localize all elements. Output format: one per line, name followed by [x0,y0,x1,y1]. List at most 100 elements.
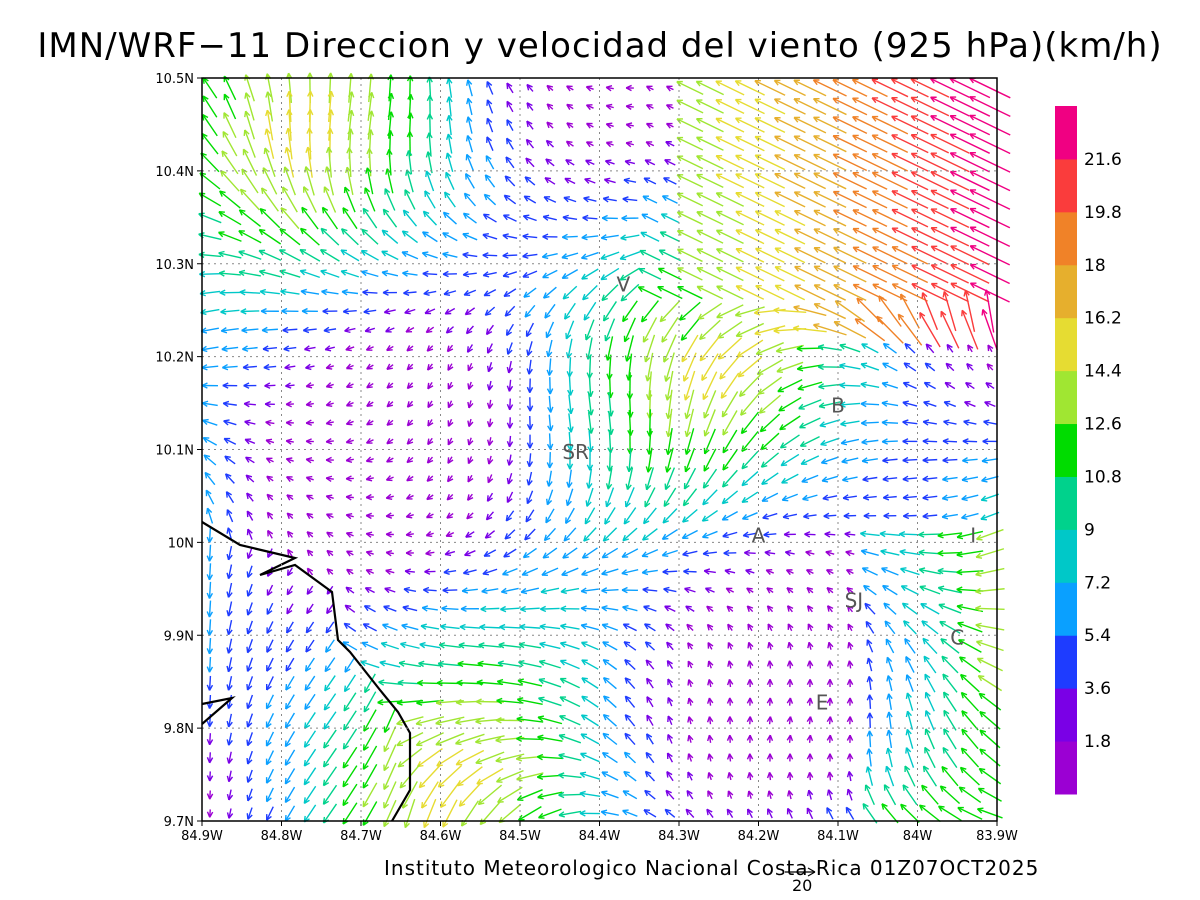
wind-arrow [845,806,855,820]
wind-arrow [522,547,537,559]
wind-arrow [793,305,827,317]
wind-arrow [325,419,334,426]
wind-arrow [727,790,734,799]
lat-tick-label: 10.4N [155,165,194,180]
wind-arrow [882,342,897,354]
colorbar-label: 18 [1084,256,1106,276]
wind-arrow [861,343,879,354]
wind-arrow [263,363,277,371]
wind-arrow [940,310,960,349]
wind-arrow [443,568,457,575]
wind-arrow [774,135,806,152]
wind-arrow [644,334,656,363]
wind-arrow [602,527,618,542]
scale-arrow [785,867,816,877]
wind-arrow [746,697,754,706]
wind-arrow [862,494,877,501]
city-label: A [752,523,766,547]
wind-arrow [447,418,454,427]
wind-arrow [465,153,474,171]
wind-arrow [579,810,601,817]
wind-arrow [746,771,754,781]
wind-arrow [793,209,826,227]
wind-arrow [942,438,958,445]
wind-arrow [806,734,814,743]
wind-arrow [967,344,974,353]
wind-arrow [221,150,239,175]
wind-arrow [685,808,695,818]
wind-arrow [223,93,237,120]
wind-arrow [526,102,534,111]
city-label: SJ [845,588,864,612]
wind-arrow [766,753,774,762]
wind-arrow [964,400,976,408]
wind-arrow [344,166,354,196]
wind-arrow [526,359,533,375]
wind-arrow [585,159,595,166]
wind-arrow [365,569,375,575]
wind-arrow [462,568,477,576]
wind-arrow [505,510,515,522]
wind-arrow [398,660,421,668]
wind-arrow [361,269,379,278]
lon-tick-label: 84.9W [181,829,223,844]
wind-arrow [659,300,681,323]
wind-arrow [224,455,236,465]
wind-arrow [623,177,637,184]
wind-arrow [241,326,259,334]
wind-arrow [219,289,241,296]
wind-arrow [362,763,378,789]
wind-arrow [381,250,399,261]
wind-arrow [484,174,496,188]
wind-arrow [746,605,754,613]
wind-arrow [663,586,677,594]
wind-arrow [902,475,918,483]
wind-arrow [766,605,774,613]
wind-arrow [722,449,738,471]
wind-arrow [585,85,594,92]
wind-arrow [871,134,909,154]
wind-arrow [543,196,557,203]
wind-arrow [684,586,696,594]
wind-arrow [759,413,781,433]
wind-arrow [286,109,293,141]
wind-arrow [741,471,759,487]
wind-arrow [460,605,479,613]
wind-arrow [580,587,599,594]
wind-arrow [741,431,759,452]
wind-arrow [324,345,335,352]
wind-arrow [696,229,724,244]
wind-arrow [258,228,282,245]
wind-arrow [419,641,441,649]
wind-arrow [847,641,854,650]
wind-arrow [505,156,515,169]
wind-arrow [538,659,561,669]
wind-arrow [930,115,970,136]
wind-arrow [786,587,794,594]
wind-arrow [286,621,294,634]
wind-arrow [624,487,635,508]
wind-arrow [961,494,979,502]
wind-arrow [742,531,757,538]
wind-arrow [905,728,914,749]
wind-arrow [223,437,237,445]
wind-arrow [364,673,376,694]
wind-arrow [387,130,394,158]
coastline-path [201,696,236,725]
wind-arrow [703,448,717,472]
wind-arrow [600,267,620,281]
wind-arrow [786,716,794,725]
wind-arrow [223,419,237,426]
wind-arrow [911,227,949,247]
wind-arrow [871,190,908,209]
wind-arrow [403,798,416,829]
wind-arrow [623,507,637,525]
wind-arrow [366,400,374,407]
wind-arrow [482,233,498,240]
wind-arrow [206,544,214,562]
wind-arrow [220,170,240,192]
wind-arrow [833,265,867,283]
wind-arrow [716,266,744,282]
wind-arrow [724,568,736,575]
wind-arrow [949,96,991,117]
